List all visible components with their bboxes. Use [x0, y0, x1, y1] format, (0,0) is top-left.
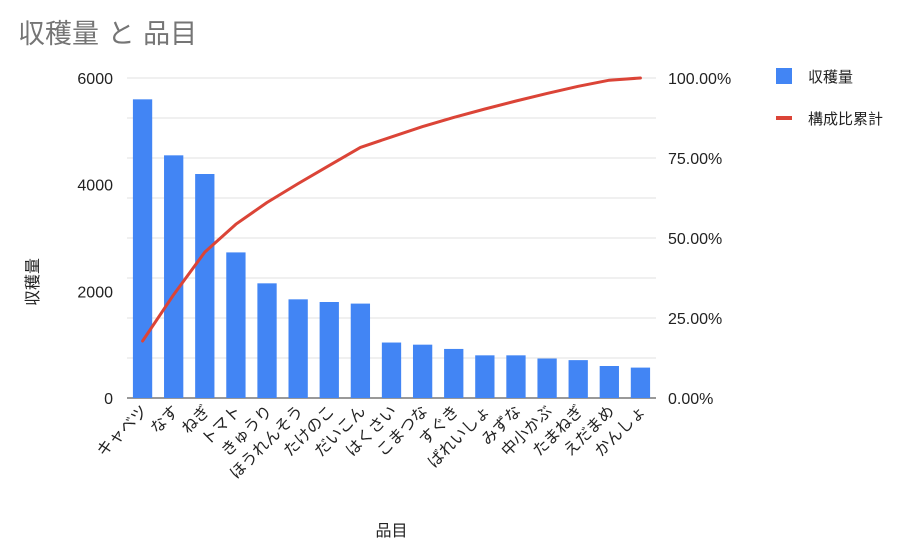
y2-tick-label: 75.00%	[668, 151, 722, 168]
x-axis-categories: キャベツなすねぎトマトきゅうりほうれんそうたけのこだいこんはくさいこまつなすぐき…	[93, 401, 650, 482]
bar	[195, 174, 215, 398]
y2-tick-label: 100.00%	[668, 71, 731, 88]
y2-tick-label: 0.00%	[668, 391, 713, 408]
bar	[568, 360, 588, 398]
legend-swatch-line	[776, 116, 792, 120]
bar-series	[132, 99, 651, 398]
grid-lines	[127, 77, 656, 399]
bar	[350, 303, 371, 398]
bar	[444, 348, 464, 398]
bar	[381, 342, 402, 398]
cumulative-line-series	[141, 76, 642, 343]
legend-label: 収穫量	[808, 68, 853, 86]
bar	[164, 155, 184, 398]
legend-label: 構成比累計	[808, 110, 883, 128]
chart-title: 収穫量 と 品目	[18, 19, 198, 50]
y2-tick-label: 25.00%	[668, 311, 722, 328]
bar	[319, 302, 339, 398]
bar	[599, 366, 619, 398]
y-tick-label: 4000	[77, 178, 113, 195]
bar	[475, 355, 495, 398]
x-category-label: キャベツ	[93, 401, 152, 460]
bar	[257, 283, 277, 398]
y-tick-label: 2000	[77, 284, 113, 301]
y2-axis-ticks: 0.00% 25.00% 50.00% 75.00% 100.00%	[668, 71, 731, 408]
y-tick-label: 0	[104, 391, 113, 408]
bar	[226, 252, 246, 398]
x-axis-title: 品目	[375, 521, 407, 540]
bar	[412, 344, 433, 398]
y-axis-title: 収穫量	[23, 258, 42, 306]
bar	[506, 355, 526, 398]
bar	[288, 299, 308, 398]
y2-tick-label: 50.00%	[668, 231, 722, 248]
x-category-label: なす	[146, 401, 182, 437]
bar	[537, 358, 557, 398]
bar	[630, 367, 651, 398]
y-tick-label: 6000	[77, 71, 113, 88]
cumulative-line	[141, 76, 642, 343]
legend-swatch-bar	[776, 68, 792, 84]
bar	[132, 99, 153, 398]
y-axis-ticks: 0 2000 4000 6000	[77, 71, 113, 408]
